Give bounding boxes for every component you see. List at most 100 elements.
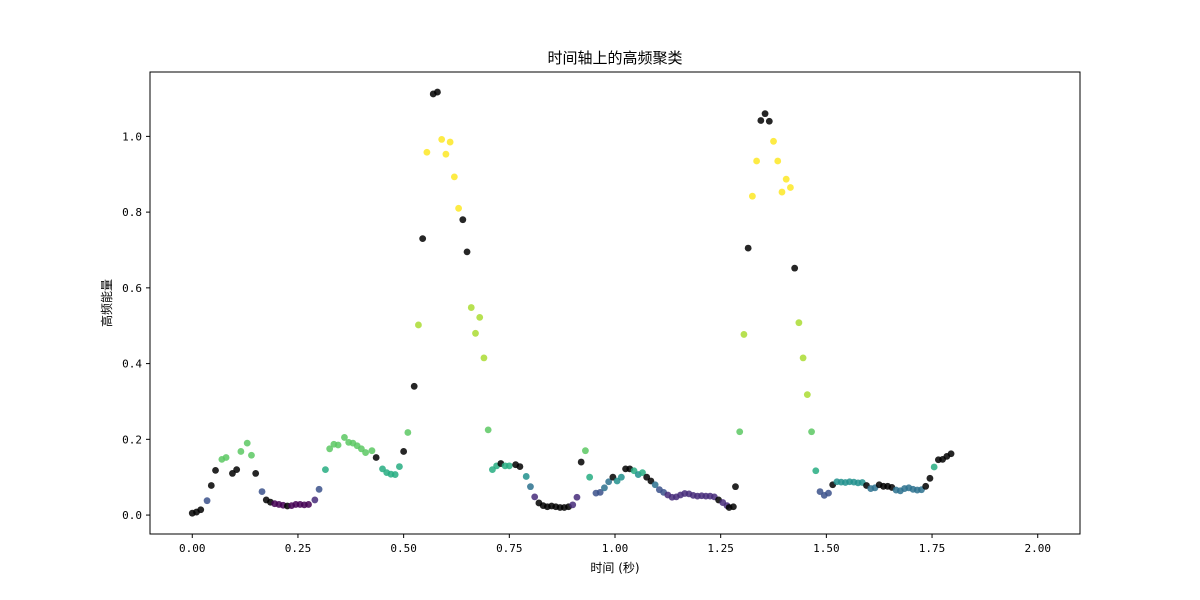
data-point-72 <box>522 473 530 480</box>
data-point-121 <box>729 503 737 511</box>
data-point-9 <box>233 466 241 474</box>
x-tick-label: 1.75 <box>919 542 946 555</box>
data-point-57 <box>455 204 462 212</box>
y-tick-label: 0.0 <box>122 509 142 522</box>
x-tick-label: 0.50 <box>390 542 417 555</box>
x-tick-label: 1.00 <box>602 542 629 555</box>
data-point-168 <box>926 474 934 482</box>
data-point-29 <box>326 445 334 453</box>
data-point-129 <box>761 110 769 118</box>
data-point-126 <box>748 192 756 200</box>
data-point-26 <box>311 496 319 504</box>
data-point-89 <box>596 488 604 496</box>
data-point-61 <box>472 329 479 337</box>
data-point-7 <box>222 454 230 461</box>
data-point-53 <box>438 136 446 143</box>
data-point-45 <box>400 448 408 455</box>
data-point-59 <box>463 248 471 256</box>
data-point-133 <box>778 188 786 196</box>
data-point-10 <box>237 448 245 455</box>
points-layer <box>188 88 955 517</box>
data-point-128 <box>757 117 765 124</box>
data-point-94 <box>617 473 625 481</box>
data-point-32 <box>341 434 348 441</box>
data-point-37 <box>362 449 369 456</box>
data-point-13 <box>252 470 260 477</box>
y-tick-label: 1.0 <box>122 130 142 143</box>
data-point-52 <box>434 88 441 96</box>
data-point-38 <box>368 447 376 455</box>
x-tick-label: 0.25 <box>285 542 312 555</box>
data-point-132 <box>774 157 782 165</box>
data-point-74 <box>531 493 539 501</box>
x-tick-label: 1.25 <box>707 542 734 555</box>
x-tick-label: 2.00 <box>1024 542 1051 555</box>
data-point-43 <box>391 471 399 478</box>
data-point-54 <box>442 150 450 158</box>
data-point-135 <box>787 184 794 191</box>
data-point-71 <box>516 463 524 470</box>
data-point-55 <box>446 138 454 146</box>
data-point-85 <box>577 458 585 466</box>
x-tick-label: 0.00 <box>179 542 206 555</box>
y-tick-label: 0.4 <box>122 358 142 371</box>
y-tick-label: 0.6 <box>122 282 142 295</box>
data-point-140 <box>808 428 815 436</box>
data-point-123 <box>736 428 744 436</box>
data-point-130 <box>765 117 773 125</box>
data-point-173 <box>947 450 955 458</box>
data-point-124 <box>740 331 748 338</box>
data-point-14 <box>258 488 266 495</box>
x-tick-label: 0.75 <box>496 542 523 555</box>
data-point-134 <box>782 175 790 183</box>
x-axis-label: 时间 (秒) <box>590 561 639 575</box>
data-point-87 <box>586 473 594 481</box>
data-point-91 <box>605 478 613 486</box>
data-point-31 <box>334 441 342 449</box>
data-point-12 <box>248 451 255 459</box>
data-point-73 <box>527 483 534 491</box>
y-tick-label: 0.8 <box>122 206 142 219</box>
data-point-62 <box>476 313 484 321</box>
data-point-86 <box>582 447 589 455</box>
data-point-56 <box>450 173 458 181</box>
data-point-64 <box>484 426 492 434</box>
chart-title: 时间轴上的高频聚类 <box>547 49 682 67</box>
data-point-141 <box>812 467 820 475</box>
data-point-83 <box>569 501 577 509</box>
data-point-27 <box>315 485 323 493</box>
data-point-144 <box>825 489 832 497</box>
data-point-50 <box>423 148 431 156</box>
data-point-63 <box>480 354 488 362</box>
data-point-47 <box>410 382 418 390</box>
data-point-139 <box>803 391 811 399</box>
data-point-127 <box>753 157 761 165</box>
data-point-136 <box>791 264 799 272</box>
y-axis-label: 高频能量 <box>99 279 114 327</box>
data-point-49 <box>419 235 427 243</box>
data-point-169 <box>930 463 938 471</box>
data-point-48 <box>415 321 422 329</box>
data-point-137 <box>795 319 803 327</box>
data-point-90 <box>601 484 608 492</box>
data-point-5 <box>212 466 219 474</box>
data-point-44 <box>396 463 403 470</box>
data-point-25 <box>305 501 312 508</box>
y-axis-ticks: 0.0 0.2 0.4 0.6 0.8 1.0 <box>122 130 150 522</box>
data-point-84 <box>573 493 581 501</box>
data-point-28 <box>322 466 329 474</box>
data-point-39 <box>372 454 380 461</box>
data-point-58 <box>459 216 467 224</box>
data-point-138 <box>799 354 807 362</box>
x-axis-ticks: 0.00 0.25 0.50 0.75 1.00 1.25 1.50 1.75 2.00 <box>179 534 1051 555</box>
data-point-99 <box>639 469 646 477</box>
plot-frame <box>149 71 1081 535</box>
x-tick-label: 1.50 <box>813 542 840 555</box>
data-point-102 <box>651 481 659 489</box>
data-point-2 <box>197 506 205 514</box>
data-point-46 <box>404 429 412 436</box>
y-tick-label: 0.2 <box>122 433 142 446</box>
data-point-69 <box>505 462 513 470</box>
data-point-167 <box>922 482 930 490</box>
